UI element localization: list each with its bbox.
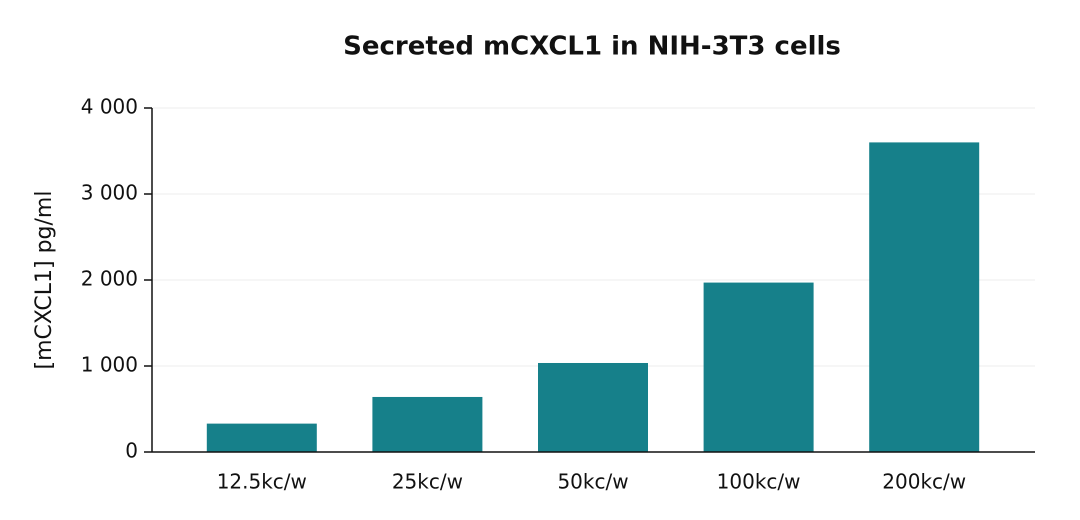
bar	[869, 142, 980, 452]
y-tick-label: 4 000	[81, 95, 138, 119]
bar	[703, 282, 814, 452]
x-tick-label: 200kc/w	[882, 470, 966, 494]
y-tick-label: 3 000	[81, 181, 138, 205]
y-tick-label: 0	[125, 439, 138, 463]
x-tick-label: 50kc/w	[557, 470, 628, 494]
x-tick-label: 12.5kc/w	[217, 470, 307, 494]
bar	[538, 362, 648, 452]
x-tick-label: 25kc/w	[392, 470, 463, 494]
bar	[206, 423, 317, 452]
y-tick-label: 1 000	[81, 353, 138, 377]
bar	[372, 396, 483, 452]
y-tick-label: 2 000	[81, 267, 138, 291]
x-tick-label: 100kc/w	[717, 470, 801, 494]
chart-title: Secreted mCXCL1 in NIH-3T3 cells	[343, 32, 841, 62]
y-axis-label: [mCXCL1] pg/ml	[32, 191, 57, 370]
